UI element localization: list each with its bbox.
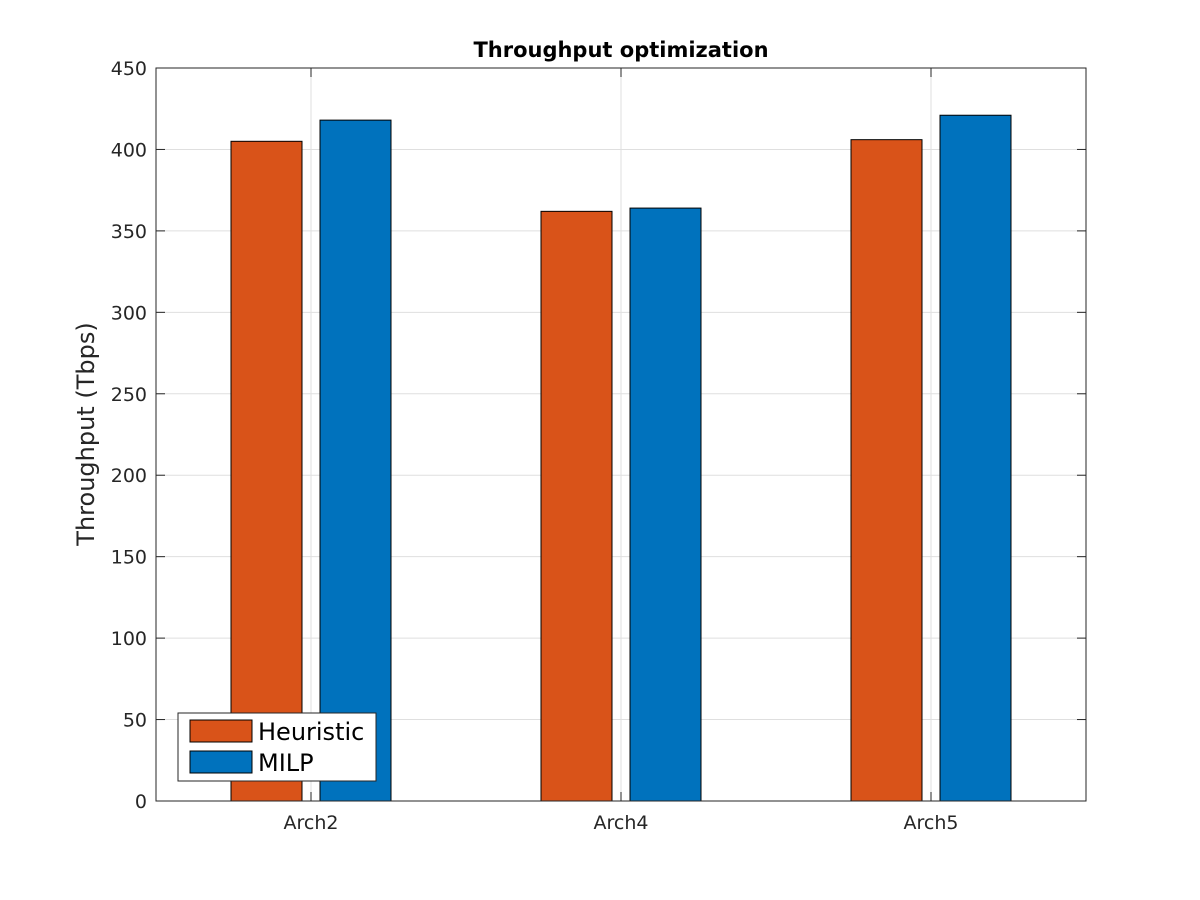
bar-heuristic-arch4: [540, 210, 613, 802]
y-tick-label: 300: [111, 302, 147, 324]
grid: [156, 68, 1086, 801]
y-tick-label: 450: [111, 58, 147, 80]
legend-swatch-milp: [189, 750, 253, 774]
y-tick-label: 100: [111, 628, 147, 650]
y-axis-label: Throughput (Tbps): [72, 322, 100, 546]
y-tick-label: 150: [111, 547, 147, 569]
bar-milp-arch4: [629, 207, 702, 802]
bar-heuristic-arch5: [850, 139, 923, 802]
y-tick-label: 200: [111, 465, 147, 487]
x-tick-label: Arch4: [594, 812, 649, 834]
y-tick-label: 350: [111, 221, 147, 243]
tick-labels: 0 50 100 150 200 250 300 350 400 450 Arch2 Arch4 Arc…: [111, 58, 959, 834]
bar-milp-arch2: [319, 119, 392, 802]
legend: Heuristic MILP: [177, 712, 377, 782]
bars: [230, 114, 1012, 802]
legend-swatch-heuristic: [189, 719, 253, 743]
y-tick-label: 0: [135, 791, 147, 813]
legend-label-heuristic: Heuristic: [258, 718, 364, 746]
y-tick-label: 50: [123, 710, 147, 732]
axis-ticks: [156, 67, 1086, 802]
y-tick-label: 400: [111, 139, 147, 161]
y-tick-label: 250: [111, 384, 147, 406]
bar-milp-arch5: [939, 114, 1012, 802]
bar-heuristic-arch2: [230, 140, 303, 802]
chart-title: Throughput optimization: [473, 38, 768, 62]
legend-label-milp: MILP: [258, 749, 314, 777]
x-tick-label: Arch5: [904, 812, 959, 834]
x-tick-label: Arch2: [284, 812, 339, 834]
